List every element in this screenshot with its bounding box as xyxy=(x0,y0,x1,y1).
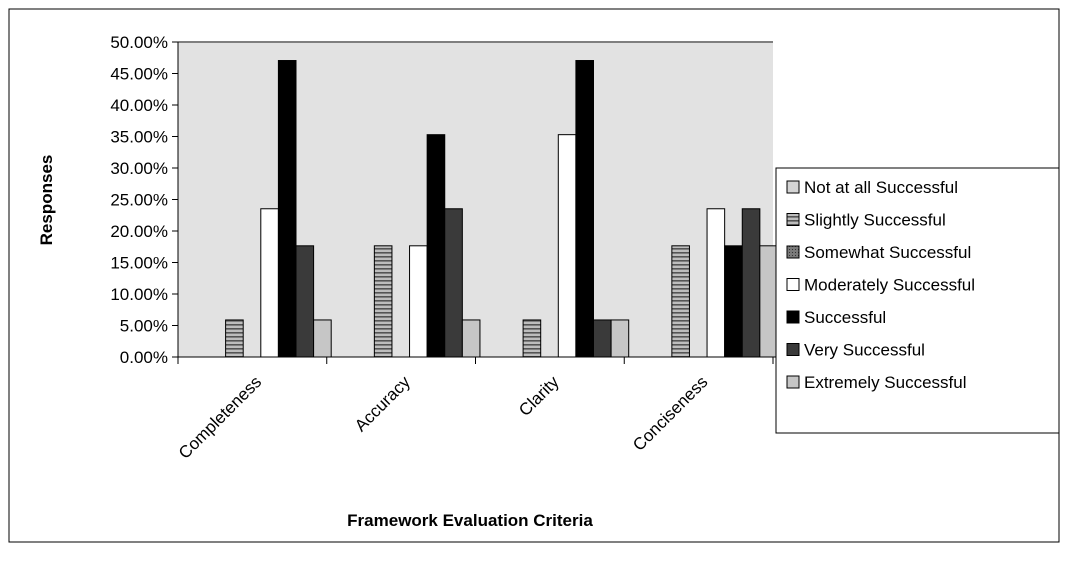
legend-swatch-extremely-successful xyxy=(786,375,800,389)
bar-completeness-moderately-successful xyxy=(260,208,279,358)
legend-swatch-slightly-successful xyxy=(786,213,800,226)
legend-swatch-very-successful xyxy=(786,343,800,356)
y-tick-label: 0.00% xyxy=(120,348,168,367)
bar-completeness-slightly-successful xyxy=(225,319,244,358)
y-tick-label: 25.00% xyxy=(110,191,168,210)
bar-clarity-extremely-successful xyxy=(610,319,630,358)
legend-label-somewhat-successful: Somewhat Successful xyxy=(804,243,971,262)
bar-completeness-very-successful xyxy=(295,245,315,358)
bar-conciseness-slightly-successful xyxy=(671,245,690,358)
bar-completeness-extremely-successful xyxy=(313,319,332,358)
bar-accuracy-slightly-successful xyxy=(373,245,393,358)
bar-accuracy-extremely-successful xyxy=(461,319,481,358)
legend-label-successful: Successful xyxy=(804,308,886,327)
bars-group xyxy=(225,60,778,358)
y-tick-label: 5.00% xyxy=(120,317,168,336)
legend-swatch-not-at-all-successful xyxy=(786,180,800,194)
bar-conciseness-extremely-successful xyxy=(759,245,778,358)
y-tick-label: 15.00% xyxy=(110,254,168,273)
y-tick-label: 30.00% xyxy=(110,159,168,178)
bar-conciseness-successful xyxy=(724,245,743,358)
legend-label-moderately-successful: Moderately Successful xyxy=(804,276,975,295)
legend-label-extremely-successful: Extremely Successful xyxy=(804,373,967,392)
legend-label-very-successful: Very Successful xyxy=(804,341,925,360)
bar-clarity-slightly-successful xyxy=(522,319,542,358)
y-tick-label: 45.00% xyxy=(110,65,168,84)
bar-accuracy-very-successful xyxy=(444,208,463,358)
y-tick-label: 40.00% xyxy=(110,96,168,115)
bar-clarity-successful xyxy=(575,60,595,358)
y-tick-label: 20.00% xyxy=(110,222,168,241)
x-tick-label-background xyxy=(614,368,715,469)
x-tick-label-background xyxy=(494,368,567,440)
legend-box xyxy=(775,167,1060,434)
x-axis-title: Framework Evaluation Criteria xyxy=(347,511,593,530)
y-tick-label: 10.00% xyxy=(110,285,168,304)
x-tick-label-background xyxy=(160,368,269,476)
y-tick-label: 35.00% xyxy=(110,128,168,147)
y-axis-title: Responses xyxy=(37,155,56,246)
bar-clarity-moderately-successful xyxy=(557,134,577,358)
bar-conciseness-very-successful xyxy=(741,208,761,358)
legend-label-slightly-successful: Slightly Successful xyxy=(804,211,946,230)
bar-accuracy-moderately-successful xyxy=(409,245,428,358)
bar-accuracy-successful xyxy=(426,134,446,358)
bar-clarity-very-successful xyxy=(593,319,612,358)
legend: Not at all Successful Slightly Successful… xyxy=(775,167,1060,434)
legend-label-not-at-all-successful: Not at all Successful xyxy=(804,178,958,197)
bar-conciseness-moderately-successful xyxy=(706,208,726,358)
x-axis-title-background xyxy=(292,507,649,532)
bar-completeness-successful xyxy=(277,60,297,358)
x-tick-label-background xyxy=(338,368,418,448)
legend-swatch-somewhat-successful xyxy=(786,245,800,259)
legend-swatch-successful xyxy=(786,310,800,324)
y-tick-label: 50.00% xyxy=(110,33,168,52)
y-axis-ticks: 0.00% 5.00% 10.00% 15.00% 20.00% 25.00% 30.00%… xyxy=(110,33,178,367)
legend-swatch-moderately-successful xyxy=(786,278,800,291)
